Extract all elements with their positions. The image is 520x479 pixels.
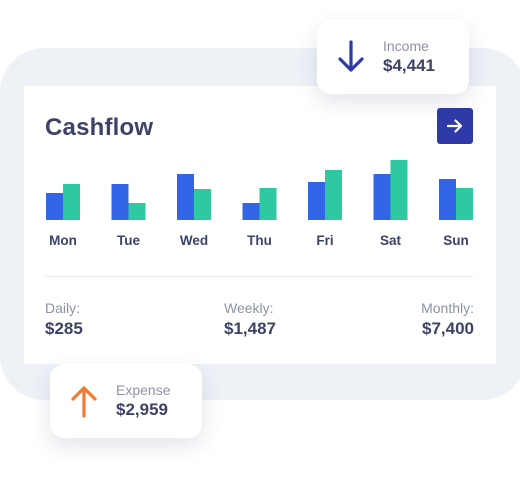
monthly-value: $7,400: [422, 319, 474, 338]
bar-sat-series-2: [390, 160, 408, 220]
income-card: Income $4,441: [317, 20, 469, 94]
bar-sun-series-1: [439, 179, 456, 220]
bar-mon-series-1: [46, 193, 63, 220]
day-label-tue: Tue: [117, 233, 140, 248]
bar-mon-series-2: [63, 184, 80, 220]
arrow-right-icon: [447, 119, 463, 133]
bar-tue-series-2: [128, 203, 146, 220]
day-label-thu: Thu: [247, 233, 272, 248]
daily-stat: Daily: $285: [45, 300, 83, 339]
bar-sun-series-2: [456, 188, 473, 220]
expense-card: Expense $2,959: [50, 364, 202, 438]
income-label: Income: [383, 38, 429, 54]
expense-value: $2,959: [116, 400, 168, 419]
view-details-button[interactable]: [437, 108, 473, 144]
bar-fri-series-2: [325, 170, 342, 220]
bar-thu-series-2: [259, 188, 277, 220]
daily-value: $285: [45, 319, 83, 338]
weekly-value: $1,487: [224, 319, 276, 338]
arrow-up-icon: [71, 386, 97, 418]
bar-wed-series-1: [177, 174, 194, 220]
bar-fri-series-1: [308, 182, 325, 220]
expense-label: Expense: [116, 382, 171, 398]
day-label-mon: Mon: [49, 233, 77, 248]
bar-sat-series-1: [373, 174, 391, 220]
daily-label: Daily:: [45, 300, 81, 316]
day-label-wed: Wed: [180, 233, 208, 248]
bar-thu-series-1: [242, 203, 260, 220]
bar-wed-series-2: [194, 189, 211, 220]
monthly-label: Monthly:: [421, 300, 474, 316]
cashflow-card: Cashflow Mon Tue Wed Thu Fri Sat Sun Daily: $2…: [24, 86, 496, 364]
day-label-sun: Sun: [443, 233, 469, 248]
weekly-stat: Weekly: $1,487: [224, 300, 276, 339]
day-label-sat: Sat: [380, 233, 402, 248]
card-title: Cashflow: [45, 114, 154, 141]
cashflow-bar-chart: Mon Tue Wed Thu Fri Sat Sun: [46, 160, 473, 248]
monthly-stat: Monthly: $7,400: [421, 300, 474, 339]
divider: [45, 276, 473, 277]
weekly-label: Weekly:: [224, 300, 274, 316]
income-value: $4,441: [383, 56, 435, 75]
arrow-down-icon: [338, 40, 364, 72]
bar-tue-series-1: [111, 184, 129, 220]
day-label-fri: Fri: [316, 233, 333, 248]
